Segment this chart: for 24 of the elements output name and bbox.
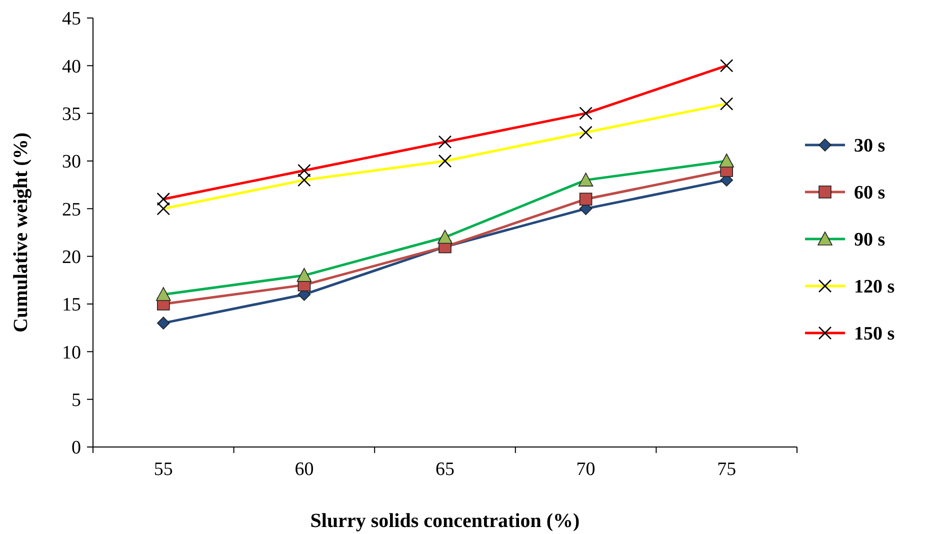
legend-label: 60 s	[854, 182, 886, 204]
y-tick-label: 25	[62, 199, 81, 220]
legend-label: 30 s	[854, 136, 886, 157]
legend-label: 90 s	[854, 230, 886, 251]
legend-label: 120 s	[854, 276, 895, 298]
x-tick-label: 70	[576, 459, 596, 480]
x-axis-title: Slurry solids concentration (%)	[310, 510, 580, 532]
y-tick-label: 10	[62, 342, 81, 364]
y-tick-label: 20	[62, 246, 81, 268]
x-tick-label: 65	[436, 459, 454, 480]
y-tick-label: 35	[62, 104, 81, 125]
x-tick-label: 75	[717, 459, 736, 480]
x-tick-label: 55	[154, 459, 173, 480]
y-tick-label: 15	[62, 294, 81, 316]
legend-label: 150 s	[854, 324, 895, 345]
y-tick-label: 5	[72, 390, 81, 411]
point	[579, 192, 592, 206]
y-axis-title: Cumulative weight (%)	[10, 132, 32, 332]
y-tick-label: 45	[62, 8, 81, 30]
x-tick-label: 60	[294, 459, 314, 480]
y-tick-label: 0	[72, 438, 81, 459]
y-tick-label: 40	[62, 56, 81, 78]
y-tick-label: 30	[62, 152, 81, 173]
point	[157, 316, 170, 330]
